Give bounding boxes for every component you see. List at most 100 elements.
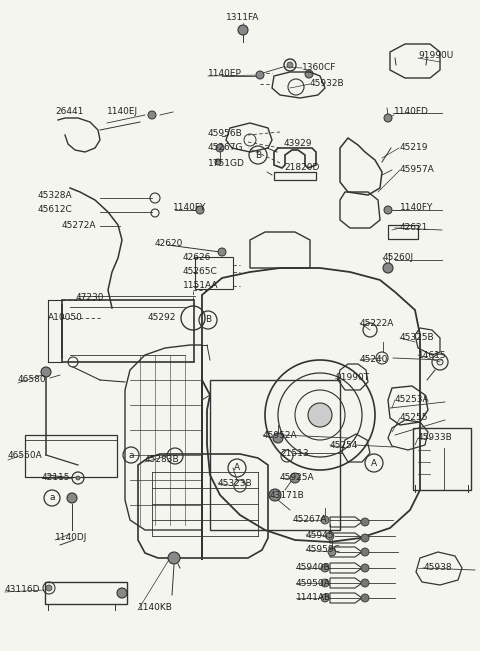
Text: 45255: 45255	[400, 413, 429, 422]
Text: 91990U: 91990U	[418, 51, 453, 59]
Text: B: B	[205, 316, 211, 324]
Text: 45267G: 45267G	[208, 143, 243, 152]
Circle shape	[321, 594, 329, 602]
Text: 45323B: 45323B	[218, 478, 252, 488]
Text: 45957A: 45957A	[400, 165, 435, 174]
Text: 45925A: 45925A	[280, 473, 314, 482]
Text: A10050: A10050	[48, 314, 83, 322]
Circle shape	[256, 71, 264, 79]
Circle shape	[148, 111, 156, 119]
Text: 45240: 45240	[360, 355, 388, 365]
Text: 1140FD: 1140FD	[394, 107, 429, 117]
Text: 45253A: 45253A	[395, 396, 430, 404]
Circle shape	[41, 367, 51, 377]
Text: 26441: 26441	[55, 107, 84, 117]
Text: 43929: 43929	[284, 139, 312, 148]
Circle shape	[321, 579, 329, 587]
Text: a: a	[49, 493, 55, 503]
Circle shape	[361, 534, 369, 542]
Circle shape	[384, 206, 392, 214]
Text: 14615: 14615	[418, 350, 446, 359]
Text: 46550A: 46550A	[8, 450, 43, 460]
Text: A: A	[234, 464, 240, 473]
Circle shape	[361, 594, 369, 602]
Text: 45328A: 45328A	[38, 191, 72, 199]
Circle shape	[117, 588, 127, 598]
Text: 91990T: 91990T	[335, 374, 369, 383]
Text: 45219: 45219	[400, 143, 429, 152]
Text: 45267A: 45267A	[293, 516, 328, 525]
Circle shape	[46, 585, 52, 591]
Bar	[25, 435, 117, 477]
Text: 45950A: 45950A	[296, 579, 331, 587]
Circle shape	[273, 433, 283, 443]
Circle shape	[361, 579, 369, 587]
Text: 45292: 45292	[148, 314, 176, 322]
Circle shape	[215, 159, 221, 165]
Text: 45952A: 45952A	[263, 430, 298, 439]
Text: 43116D: 43116D	[5, 585, 40, 594]
Text: 45272A: 45272A	[62, 221, 96, 230]
Text: 21820D: 21820D	[284, 163, 319, 173]
Text: 1141AB: 1141AB	[296, 594, 331, 602]
Circle shape	[168, 552, 180, 564]
Bar	[62, 300, 194, 362]
Text: 46580: 46580	[18, 376, 47, 385]
Circle shape	[269, 489, 281, 501]
Bar	[45, 582, 127, 604]
Circle shape	[67, 493, 77, 503]
Text: 47230: 47230	[76, 294, 105, 303]
Circle shape	[287, 62, 293, 68]
Text: 1140FY: 1140FY	[173, 204, 206, 212]
Circle shape	[361, 548, 369, 556]
Circle shape	[326, 532, 334, 540]
Circle shape	[238, 25, 248, 35]
Bar	[388, 225, 418, 239]
Text: 1751GD: 1751GD	[208, 158, 245, 167]
Text: 43171B: 43171B	[270, 490, 305, 499]
Text: 21513: 21513	[280, 449, 309, 458]
Text: 45933B: 45933B	[418, 434, 453, 443]
Text: 45265C: 45265C	[183, 268, 218, 277]
Text: 1151AA: 1151AA	[183, 281, 218, 290]
Bar	[413, 428, 471, 490]
Circle shape	[321, 516, 329, 524]
Text: 45940B: 45940B	[296, 564, 331, 572]
Text: 45222A: 45222A	[360, 318, 395, 327]
Circle shape	[218, 248, 226, 256]
Text: 45325B: 45325B	[400, 333, 434, 342]
Text: 45959C: 45959C	[306, 546, 341, 555]
Text: 42626: 42626	[183, 253, 211, 262]
Text: 1311FA: 1311FA	[226, 14, 260, 23]
Circle shape	[384, 114, 392, 122]
Text: 45932B: 45932B	[310, 79, 345, 89]
Text: 45945: 45945	[306, 531, 335, 540]
Circle shape	[290, 473, 300, 483]
Text: 42620: 42620	[155, 238, 183, 247]
Text: 1360CF: 1360CF	[302, 64, 336, 72]
Circle shape	[321, 564, 329, 572]
Circle shape	[196, 206, 204, 214]
Circle shape	[361, 518, 369, 526]
Text: 45938: 45938	[424, 564, 453, 572]
Text: A: A	[371, 458, 377, 467]
Circle shape	[216, 144, 224, 152]
Text: 45283B: 45283B	[145, 456, 180, 465]
Text: B: B	[255, 150, 261, 159]
Text: 45260J: 45260J	[383, 253, 414, 262]
Circle shape	[76, 476, 80, 480]
Text: 1140FY: 1140FY	[400, 204, 433, 212]
Circle shape	[383, 263, 393, 273]
Text: 1140EJ: 1140EJ	[107, 107, 138, 117]
Text: 1140DJ: 1140DJ	[55, 534, 87, 542]
Text: 42115: 42115	[42, 473, 71, 482]
Text: a: a	[128, 450, 134, 460]
Text: 45254: 45254	[330, 441, 359, 449]
Text: 1140KB: 1140KB	[138, 603, 173, 613]
Text: 42621: 42621	[400, 223, 428, 232]
Circle shape	[308, 403, 332, 427]
Circle shape	[328, 548, 336, 556]
Text: 1140EP: 1140EP	[208, 68, 242, 77]
Bar	[195, 257, 233, 289]
Circle shape	[305, 70, 313, 78]
